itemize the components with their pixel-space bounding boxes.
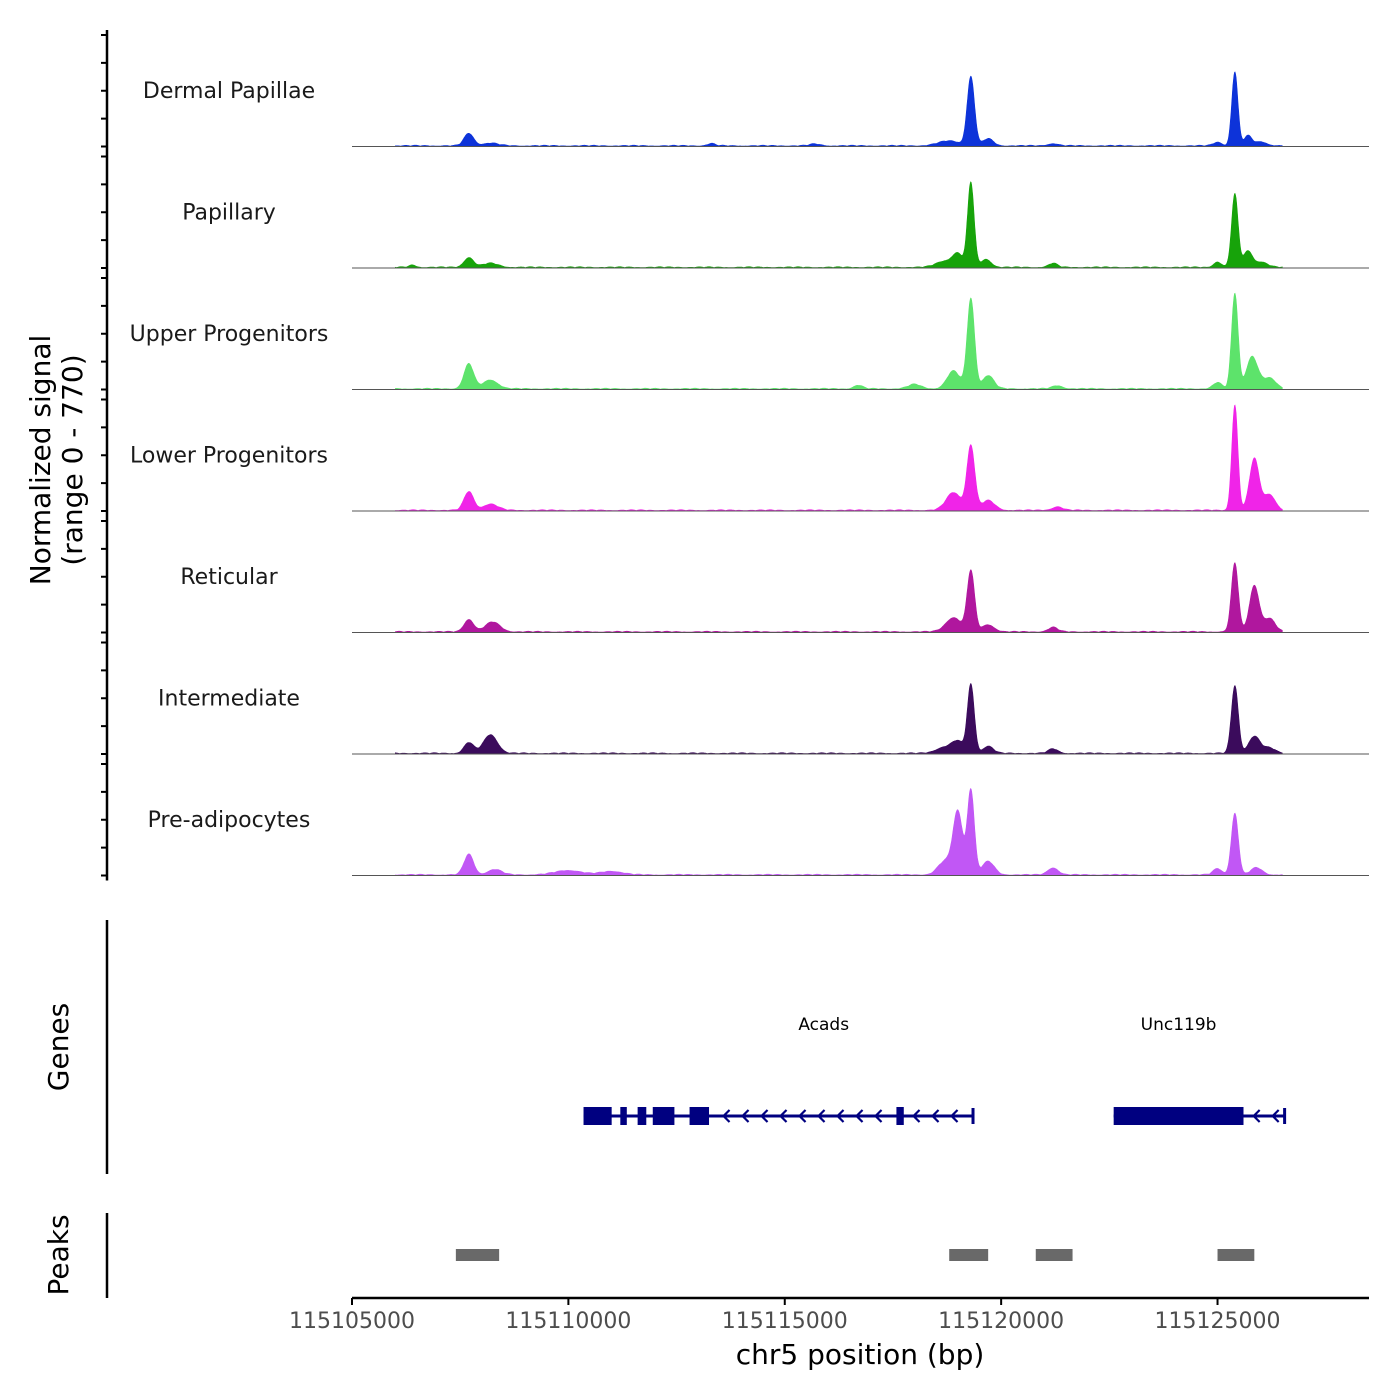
track-label: Pre-adipocytes: [148, 808, 311, 833]
x-axis-title: chr5 position (bp): [736, 1338, 985, 1371]
x-axis: 115105000 115110000 115115000 115120000 1151…: [289, 1296, 1369, 1334]
gene-exon: [1113, 1107, 1244, 1125]
track-label: Dermal Papillae: [143, 79, 315, 104]
gene-exon: [583, 1107, 612, 1125]
coverage-tracks: Dermal Papillae Papillary Upper Progenitor…: [130, 71, 1369, 876]
coverage-area: [395, 404, 1283, 512]
peak-region: [1217, 1249, 1255, 1261]
strand-arrow: [721, 1109, 731, 1123]
strand-arrow: [1252, 1109, 1261, 1123]
y-axis-title-line1: Normalized signal: [24, 335, 57, 586]
coverage-area: [395, 787, 1283, 876]
coverage-area: [395, 292, 1283, 390]
peak-region: [1035, 1249, 1073, 1261]
gene-exon: [896, 1107, 904, 1125]
strand-arrow: [778, 1109, 788, 1123]
track-label: Upper Progenitors: [130, 322, 329, 347]
strand-arrow: [797, 1109, 807, 1123]
strand-arrow: [740, 1109, 750, 1123]
gene-label: Acads: [798, 1015, 849, 1035]
track-label: Papillary: [182, 201, 276, 226]
peaks-track: [455, 1249, 1255, 1261]
x-tick-label: 115115000: [722, 1309, 848, 1334]
strand-arrow: [854, 1109, 864, 1123]
peak-region: [455, 1249, 500, 1261]
strand-arrow: [816, 1109, 826, 1123]
strand-arrow: [1271, 1109, 1280, 1123]
x-tick-label: 115110000: [505, 1309, 631, 1334]
strand-arrow: [873, 1109, 883, 1123]
track-label: Reticular: [180, 565, 278, 590]
gene-exon: [620, 1107, 627, 1125]
gene-exon: [652, 1107, 675, 1125]
gene-label: Unc119b: [1141, 1015, 1217, 1035]
x-tick-label: 115125000: [1155, 1309, 1281, 1334]
strand-arrow: [930, 1109, 940, 1123]
gene-exon: [637, 1107, 647, 1125]
track-label: Lower Progenitors: [130, 444, 328, 469]
strand-arrow: [911, 1109, 921, 1123]
strand-arrow: [835, 1109, 845, 1123]
track-label: Intermediate: [158, 687, 300, 712]
y-axis-title-line2: (range 0 - 770): [56, 354, 89, 565]
x-tick-label: 115120000: [938, 1309, 1064, 1334]
coverage-area: [395, 683, 1283, 755]
coverage-area: [395, 181, 1283, 269]
peak-region: [949, 1249, 989, 1261]
strand-arrow: [759, 1109, 769, 1123]
genes-track-title: Genes: [42, 1003, 75, 1091]
coverage-area: [395, 71, 1283, 147]
strand-arrow: [949, 1109, 959, 1123]
coverage-y-axis: [101, 30, 109, 881]
gene-exon: [689, 1107, 710, 1125]
peaks-track-title: Peaks: [42, 1214, 75, 1295]
genes-track: Acads Unc119b: [583, 1015, 1287, 1125]
x-tick-label: 115105000: [289, 1309, 415, 1334]
coverage-area: [395, 562, 1283, 633]
